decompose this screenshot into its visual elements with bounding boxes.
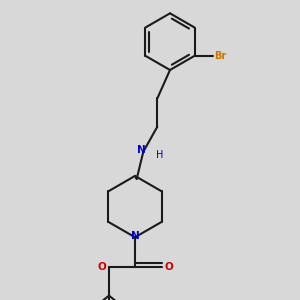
Text: N: N xyxy=(137,145,146,155)
Text: H: H xyxy=(156,150,164,160)
Text: O: O xyxy=(164,262,173,272)
Text: O: O xyxy=(98,262,106,272)
Text: N: N xyxy=(130,231,140,241)
Text: Br: Br xyxy=(214,51,226,61)
